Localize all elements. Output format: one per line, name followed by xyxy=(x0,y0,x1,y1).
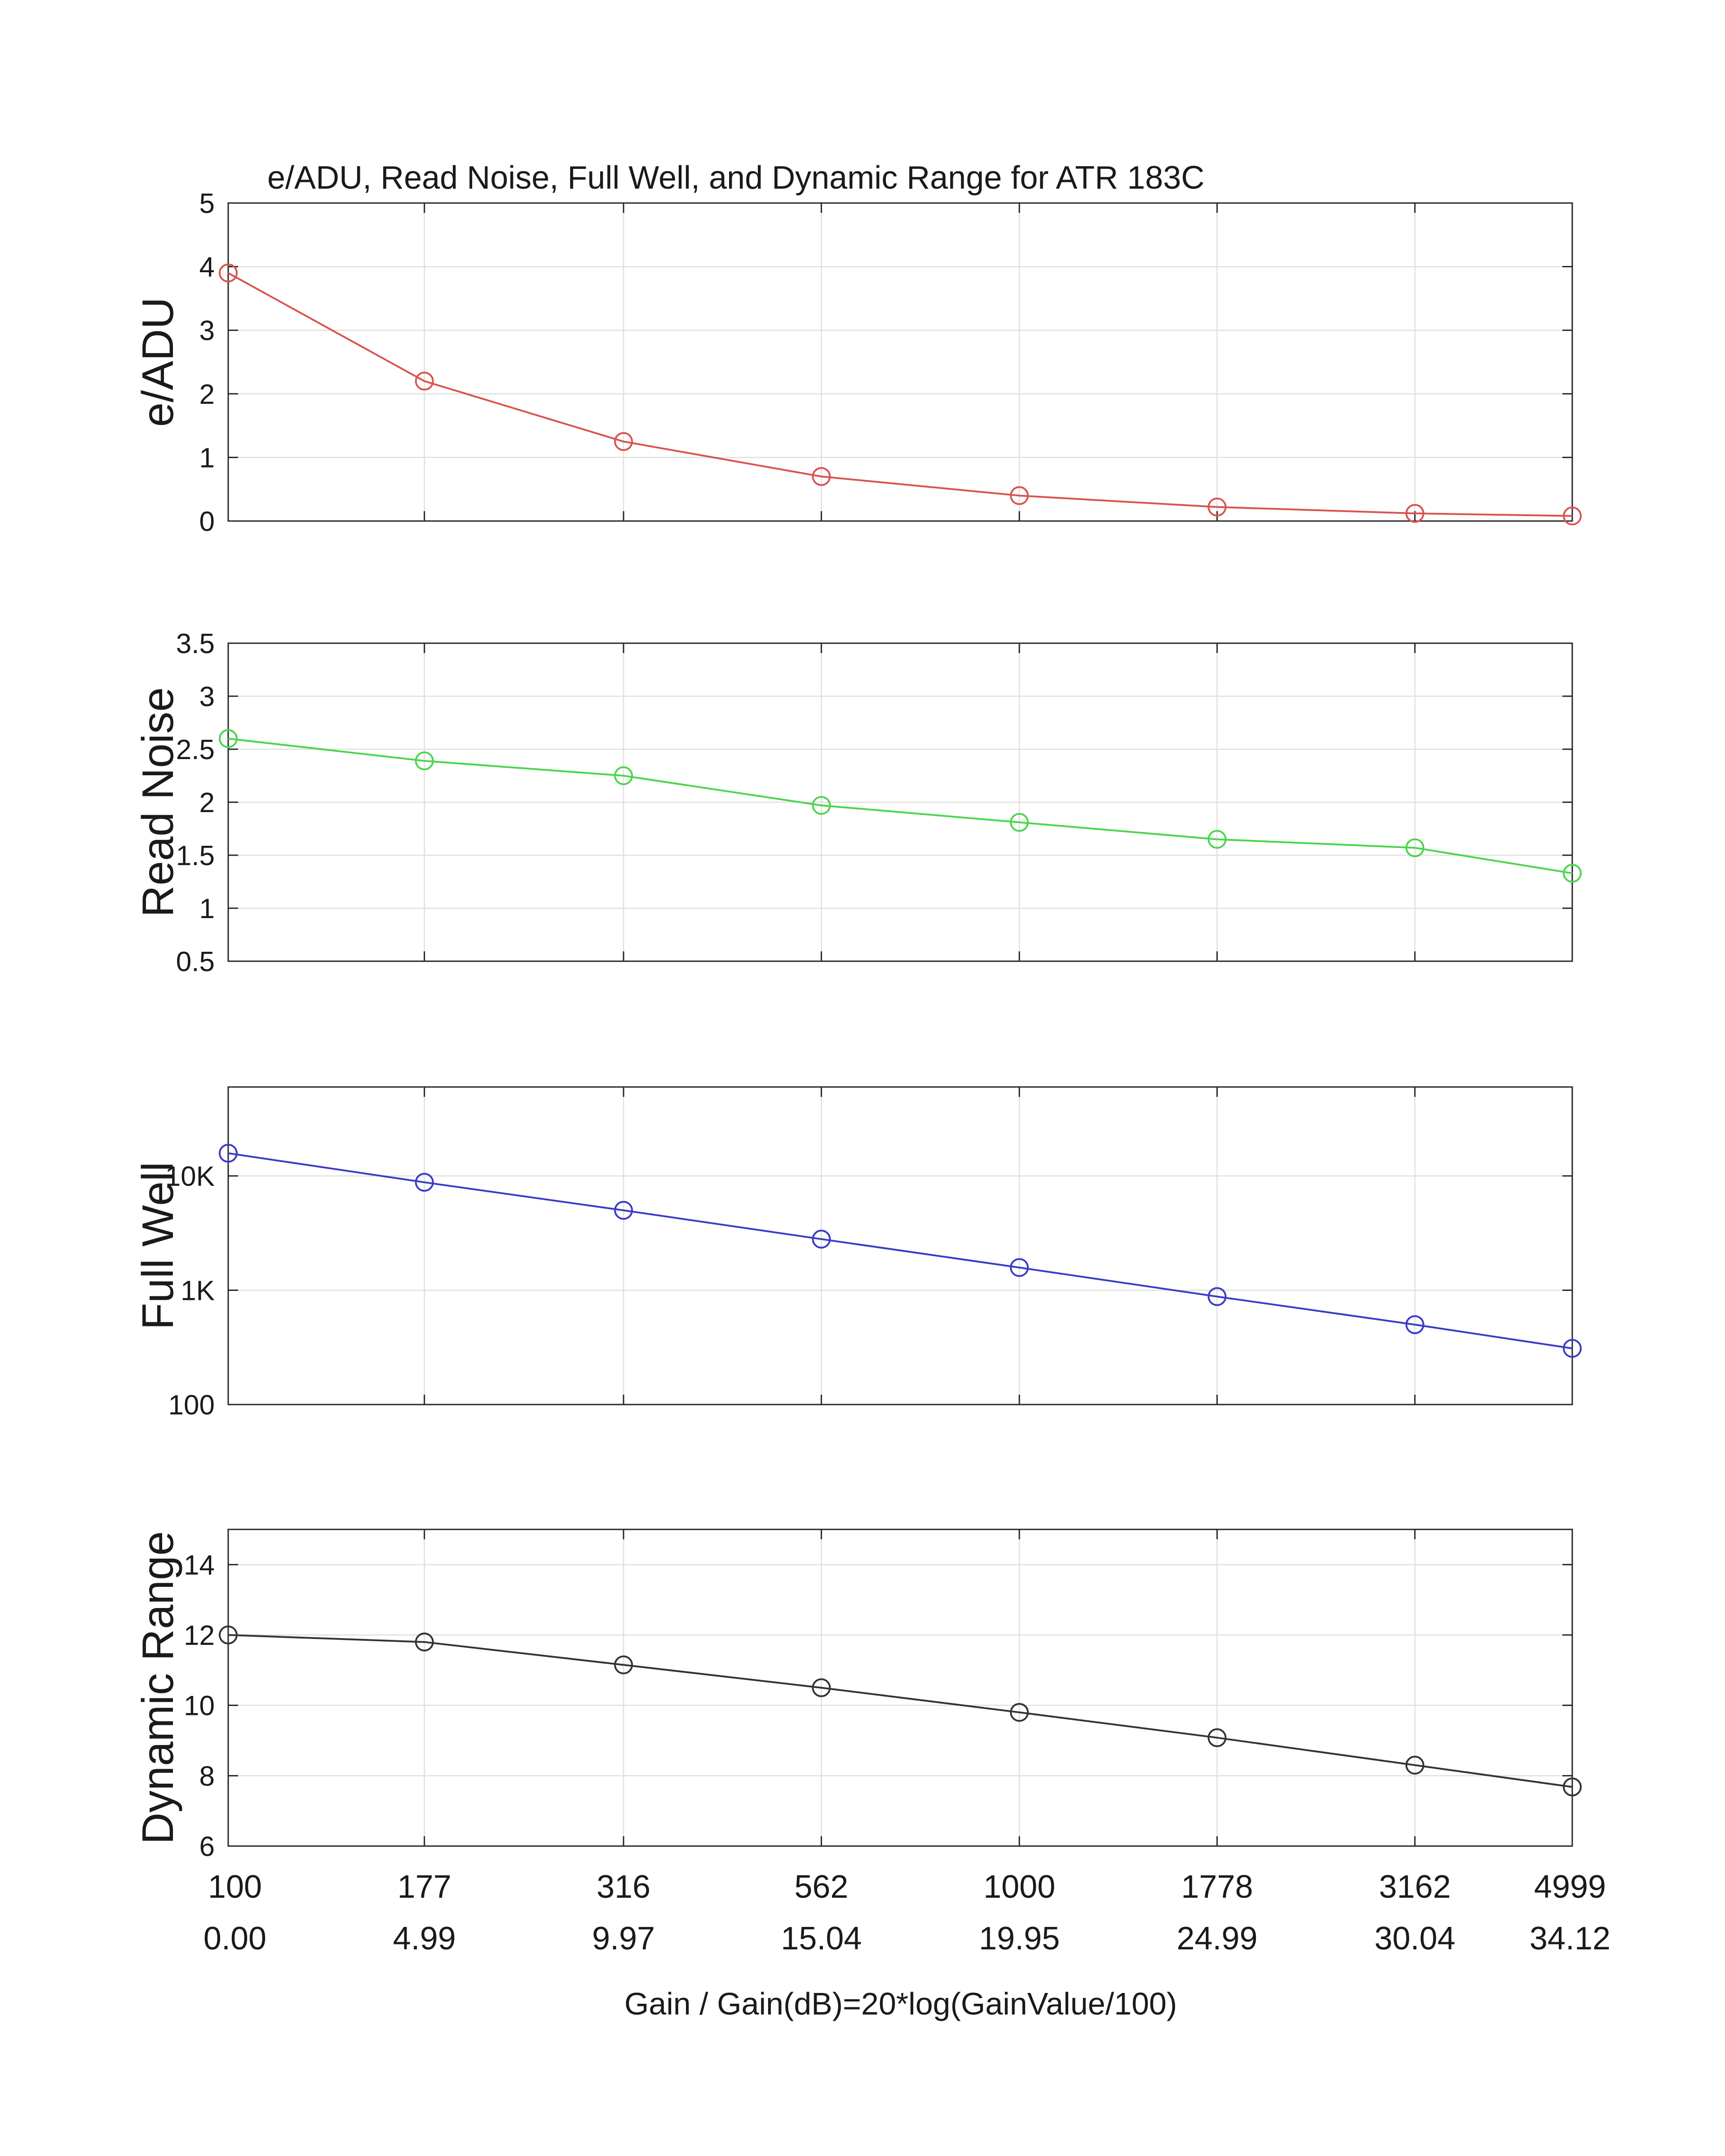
data-point xyxy=(219,1144,238,1163)
y-tick-label: 1K xyxy=(181,1276,215,1307)
y-tick-label: 2 xyxy=(199,787,215,818)
y-tick-label: 1 xyxy=(199,442,215,473)
x-tick-label-gain: 177 xyxy=(398,1869,451,1905)
data-point xyxy=(415,1173,434,1192)
data-point xyxy=(1405,1315,1424,1334)
data-point xyxy=(219,729,238,748)
data-point xyxy=(614,766,633,785)
x-tick-label-gain: 3162 xyxy=(1379,1869,1451,1905)
y-tick-label: 2.5 xyxy=(176,734,215,765)
plot-frame xyxy=(227,1529,1573,1847)
y-tick-label: 1.5 xyxy=(176,840,215,871)
data-point xyxy=(1208,1728,1227,1747)
series-line xyxy=(228,1634,1573,1788)
data-point xyxy=(219,1626,238,1644)
y-tick-label: 1 xyxy=(199,893,215,924)
data-point xyxy=(1563,1777,1582,1797)
chart-title: e/ADU, Read Noise, Full Well, and Dynami… xyxy=(267,160,1204,196)
y-tick-label: 0.5 xyxy=(176,946,215,977)
y-tick-label: 3.5 xyxy=(176,628,215,659)
x-tick-label-gain: 1778 xyxy=(1181,1869,1253,1905)
x-tick-label-db: 24.99 xyxy=(1177,1921,1257,1957)
subplot-1: 0 1 2 3 4 5 e/ADU xyxy=(133,188,1582,537)
x-axis-label: Gain / Gain(dB)=20*log(GainValue/100) xyxy=(624,1986,1177,2021)
x-tick-label-db: 34.12 xyxy=(1530,1921,1610,1957)
x-tick-label-db: 4.99 xyxy=(393,1921,456,1957)
data-point xyxy=(1563,506,1582,526)
x-tick-label-gain: 4999 xyxy=(1534,1869,1606,1905)
data-point xyxy=(1010,1703,1029,1722)
y-axis-label: Read Noise xyxy=(133,687,182,917)
data-point xyxy=(1208,497,1227,517)
y-tick-label: 12 xyxy=(184,1620,215,1651)
plot-area xyxy=(227,1086,1573,1405)
data-point xyxy=(415,371,434,391)
y-tick-label: 8 xyxy=(199,1761,215,1792)
data-point xyxy=(812,1229,831,1249)
plot-frame xyxy=(227,202,1573,522)
y-tick-label: 3 xyxy=(199,315,215,346)
data-point xyxy=(812,467,831,486)
y-axis-label: Dynamic Range xyxy=(133,1531,182,1844)
data-point xyxy=(614,1655,633,1674)
y-tick-label: 10 xyxy=(184,1691,215,1722)
plot-frame xyxy=(227,642,1573,962)
data-point xyxy=(1010,486,1029,505)
y-tick-label: 14 xyxy=(184,1550,215,1581)
y-tick-label: 4 xyxy=(199,252,215,283)
data-point xyxy=(614,432,633,451)
x-tick-label-gain: 100 xyxy=(208,1869,262,1905)
y-axis-label: Full Well xyxy=(133,1162,182,1330)
series-line xyxy=(228,738,1573,875)
plot-area xyxy=(227,202,1573,522)
data-point xyxy=(1208,830,1227,849)
plot-frame xyxy=(227,1086,1573,1405)
x-axis-tick-labels: 100 0.00 177 4.99 316 9.97 562 15.04 1000 19.95 17… xyxy=(203,1869,1610,1957)
data-point xyxy=(1563,864,1582,883)
x-tick-label-db: 15.04 xyxy=(781,1921,862,1957)
data-point xyxy=(1563,1339,1582,1358)
subplot-2: 0.5 1 1.5 2 2.5 3 3.5 Read Noise xyxy=(133,628,1582,977)
y-tick-label: 10K xyxy=(165,1161,215,1192)
y-tick-label: 6 xyxy=(199,1831,215,1862)
data-point xyxy=(812,796,831,815)
data-point xyxy=(1208,1287,1227,1306)
x-tick-label-db: 19.95 xyxy=(979,1921,1060,1957)
series-line xyxy=(228,1152,1573,1349)
y-tick-label: 2 xyxy=(199,379,215,410)
data-point xyxy=(1010,1258,1029,1277)
series-line xyxy=(228,272,1573,517)
y-tick-label: 0 xyxy=(199,506,215,537)
x-tick-label-db: 30.04 xyxy=(1375,1921,1455,1957)
data-point xyxy=(1405,1755,1424,1775)
data-point xyxy=(415,751,434,770)
x-tick-label-gain: 1000 xyxy=(983,1869,1055,1905)
data-point xyxy=(415,1632,434,1652)
x-tick-label-gain: 316 xyxy=(597,1869,650,1905)
x-tick-label-db: 0.00 xyxy=(203,1921,266,1957)
x-tick-label-db: 9.97 xyxy=(592,1921,655,1957)
data-point xyxy=(614,1201,633,1220)
data-point xyxy=(1010,813,1029,832)
y-tick-label: 100 xyxy=(168,1390,215,1421)
y-tick-label: 5 xyxy=(199,188,215,219)
plot-area xyxy=(227,1529,1573,1847)
y-tick-label: 3 xyxy=(199,681,215,712)
data-point xyxy=(219,263,238,283)
data-point xyxy=(1405,838,1424,857)
y-axis-label: e/ADU xyxy=(133,297,182,427)
x-tick-label-gain: 562 xyxy=(794,1869,848,1905)
data-point xyxy=(812,1678,831,1697)
data-point xyxy=(1405,504,1424,523)
